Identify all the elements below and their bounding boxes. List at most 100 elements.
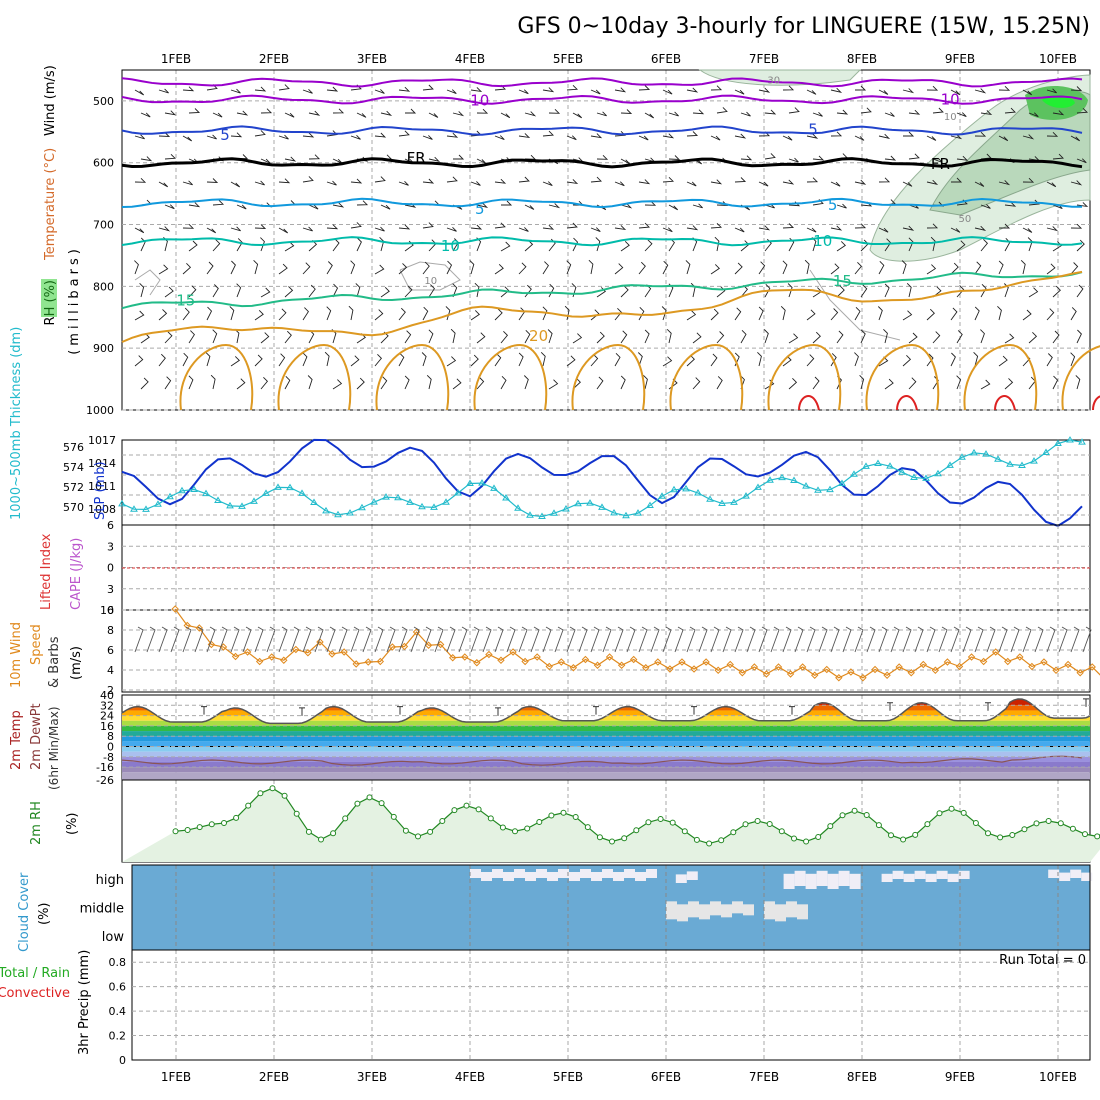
wind-barb: [668, 111, 679, 117]
surface-wind-barb: [686, 626, 696, 653]
surface-wind-barb: [458, 626, 468, 653]
wind-barb: [1028, 331, 1038, 344]
wind-barb: [716, 286, 726, 298]
rh2m-marker: [269, 785, 276, 792]
wind-barb: [446, 356, 457, 367]
precip-tick-label: 0: [119, 1054, 126, 1067]
wind-barb: [716, 376, 723, 390]
wind-barb: [638, 85, 651, 91]
rh2m-axis-label: 2m RH: [29, 801, 44, 845]
rh2m-marker: [233, 814, 240, 821]
rh2m-marker: [208, 821, 215, 828]
wind-barb: [902, 88, 915, 94]
high-cloud-clear-cell: [1070, 869, 1082, 878]
thickness-marker: [982, 450, 990, 457]
thickness-marker: [598, 503, 606, 510]
wind-tick-label: 10: [100, 604, 114, 617]
wind-barb: [926, 264, 937, 275]
li-tick-label: 6: [107, 519, 114, 532]
surface-wind-barb: [326, 626, 336, 653]
thickness-marker: [706, 495, 714, 502]
rh-contour: [134, 269, 161, 296]
wind-barb: [422, 178, 435, 184]
wind-barb: [884, 155, 897, 161]
wind-barb: [950, 227, 961, 233]
speed-ylabel: Speed: [29, 624, 44, 665]
max-temp-marker: [201, 706, 207, 715]
wind-speed-marker: [352, 660, 360, 668]
wind-barb: [716, 107, 728, 114]
wind-barb: [236, 238, 243, 252]
wind-speed-marker: [931, 666, 940, 674]
wind-barb: [260, 332, 270, 344]
wind-barb: [253, 259, 259, 275]
date-label-bottom: 7FEB: [749, 1070, 779, 1084]
wind-barb: [686, 181, 697, 187]
wind-barb: [278, 308, 287, 321]
wind-speed-marker: [1028, 662, 1036, 671]
wind-barb: [1020, 259, 1026, 275]
wind-barb: [500, 375, 507, 390]
wind-barb: [980, 329, 985, 344]
rh2m-marker: [669, 819, 676, 826]
thickness-marker: [634, 509, 642, 516]
wind-barb: [548, 203, 561, 209]
wind-barb: [980, 238, 989, 252]
wind-barb: [620, 203, 633, 209]
high-cloud-clear-cell: [602, 869, 613, 878]
wind-speed-marker: [690, 665, 698, 673]
wind-barb: [974, 88, 987, 94]
wind-barb: [212, 284, 219, 298]
panel-border: [131, 949, 1091, 1061]
panel-border: [121, 439, 1091, 526]
thickness-marker: [874, 459, 882, 466]
high-cloud-clear-cell: [947, 873, 959, 882]
rh2m-marker: [681, 828, 688, 835]
rh2m-marker: [548, 812, 555, 819]
surface-wind-barb: [158, 626, 168, 653]
wind-barb: [998, 135, 1009, 142]
thickness-marker: [238, 502, 246, 509]
thickness-marker: [202, 489, 210, 497]
wind-speed-marker: [473, 659, 481, 667]
wind-barb: [260, 158, 271, 164]
wind-barb: [758, 306, 764, 321]
date-label-top: 1FEB: [161, 52, 191, 66]
millibars-label: (millibars): [67, 245, 82, 355]
rh2m-marker: [572, 814, 579, 820]
wind-barb: [380, 376, 388, 390]
surface-wind-barb: [566, 626, 576, 653]
wind-barb: [566, 135, 577, 141]
wind-barb: [524, 329, 531, 344]
surface-wind-barb: [614, 626, 624, 653]
rh2m-marker: [657, 816, 664, 822]
temp-tick-label: -8: [103, 751, 114, 764]
wind-barb: [638, 179, 651, 185]
wind-barb: [356, 200, 369, 206]
wind-barb: [188, 285, 197, 298]
wind-barb: [188, 330, 195, 344]
wind-barb: [134, 134, 145, 140]
temp-band: [122, 767, 1090, 773]
thickness-marker: [430, 503, 438, 510]
surface-wind-barb: [1070, 626, 1080, 653]
isotherm-label: 5: [808, 120, 818, 138]
wind-barb: [571, 283, 577, 298]
minmax-ylabel: (6hr Min/Max): [47, 707, 61, 791]
rh2m-marker: [293, 810, 300, 817]
wind-barb: [326, 224, 339, 230]
surface-wind-barb: [734, 626, 744, 653]
temp-band: [122, 731, 1090, 737]
surface-wind-barb: [434, 626, 444, 653]
wind-barb: [854, 306, 861, 321]
precip-convective-label: Convective: [0, 986, 70, 1001]
wind-barb: [930, 236, 936, 252]
thickness-marker: [298, 489, 306, 496]
wind-speed-marker: [979, 657, 988, 666]
slp-tick-label: 1014: [88, 457, 116, 470]
wind-barb: [782, 260, 788, 275]
li-ylabel: Lifted Index: [39, 533, 54, 610]
wind-barb: [374, 89, 385, 94]
wind-barb: [470, 181, 481, 186]
wind-barb: [422, 261, 430, 275]
